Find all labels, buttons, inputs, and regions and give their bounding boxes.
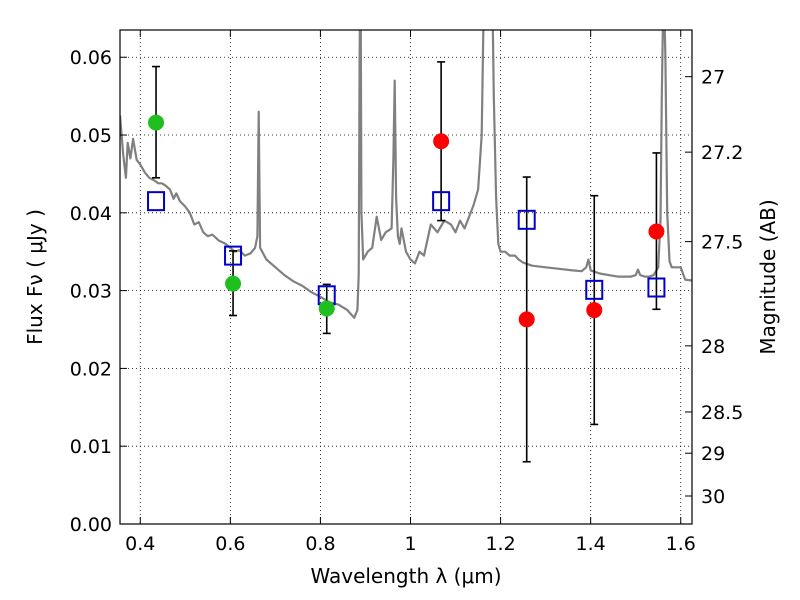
y-tick-label: 0.06 [70, 47, 112, 69]
y2-tick-label: 28.5 [701, 402, 743, 424]
data-point [225, 275, 242, 292]
y-tick-label: 0.02 [70, 358, 112, 380]
plot-frame [119, 29, 693, 525]
data-point [648, 223, 665, 240]
data-point [148, 114, 165, 131]
y2-tick-label: 30 [701, 486, 725, 508]
y-tick-label: 0.03 [70, 281, 112, 303]
y-tick-label: 0.00 [70, 514, 112, 536]
data-markers [147, 114, 666, 328]
error-bars [152, 61, 661, 463]
spectrum-series [120, 30, 692, 319]
ticks [120, 30, 692, 525]
y2-tick-label: 29 [701, 443, 725, 465]
model-point [432, 191, 451, 212]
y-tick-label: 0.05 [70, 125, 112, 147]
data-point [433, 133, 450, 150]
x-tick-label: 1.6 [666, 533, 696, 555]
model-point [517, 209, 536, 230]
data-point [586, 302, 603, 319]
y2-tick-label: 27.2 [701, 142, 743, 164]
grid [120, 30, 692, 525]
y-tick-label: 0.01 [70, 436, 112, 458]
model-point [224, 245, 243, 266]
model-point [647, 277, 666, 298]
x-tick-label: 1 [404, 533, 416, 555]
x-axis-title: Wavelength λ (μm) [310, 564, 501, 588]
y2-tick-label: 27.5 [701, 232, 743, 254]
spectrum-line [120, 30, 692, 319]
data-point [318, 300, 335, 317]
x-tick-label: 1.2 [485, 533, 515, 555]
x-tick-label: 0.4 [125, 533, 155, 555]
y2-axis-title: Magnitude (AB) [756, 199, 780, 354]
model-point [585, 279, 604, 300]
x-tick-label: 0.8 [305, 533, 335, 555]
data-point [518, 311, 535, 328]
tick-labels: 0.4 0.6 0.8 1 1.2 1.4 1.6 0.00 0.01 0.02 0.03 0.04 0… [70, 47, 744, 555]
y-axis-title: Flux Fν ( μJy ) [23, 209, 47, 345]
y-tick-label: 0.04 [70, 203, 112, 225]
y2-tick-label: 27 [701, 67, 725, 89]
x-tick-label: 1.4 [576, 533, 606, 555]
model-point [147, 191, 166, 212]
y2-tick-label: 28 [701, 336, 725, 358]
x-tick-label: 0.6 [215, 533, 245, 555]
